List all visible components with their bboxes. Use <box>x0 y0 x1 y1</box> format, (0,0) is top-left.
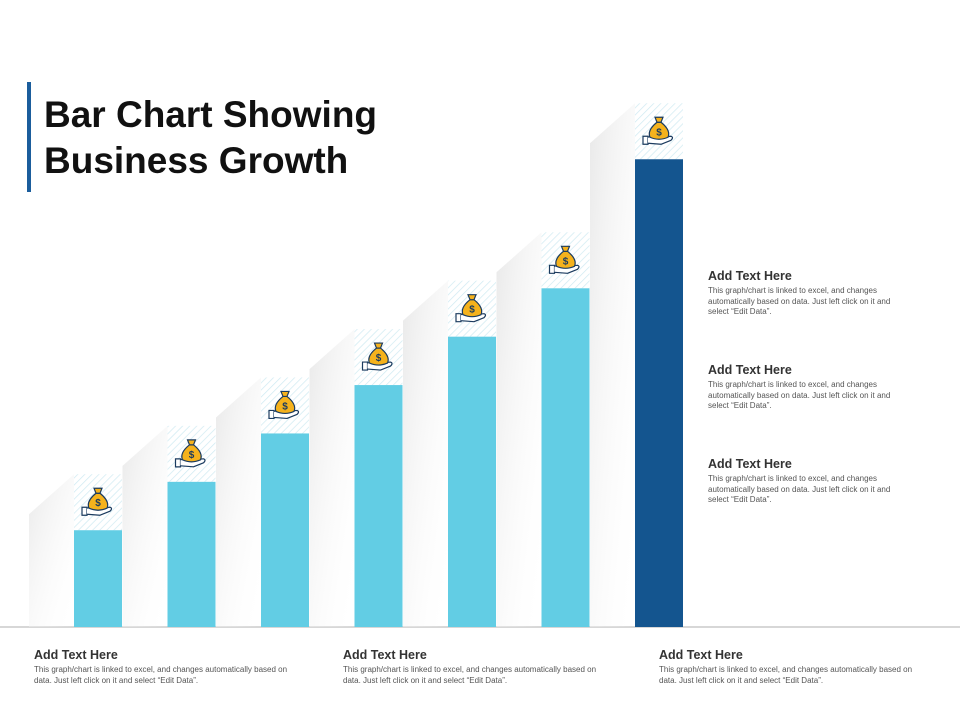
bar-shadow <box>403 280 448 627</box>
title-line-2: Business Growth <box>44 140 349 181</box>
side-note-heading: Add Text Here <box>708 457 792 471</box>
page-title: Bar Chart Showing Business Growth <box>44 92 377 184</box>
bottom-note-body: This graph/chart is linked to excel, and… <box>343 665 597 685</box>
money-bag-in-hand-icon: $ <box>81 487 113 516</box>
side-note-3: Add Text Here This graph/chart is linked… <box>708 457 893 506</box>
bar <box>635 159 683 628</box>
bottom-note-body: This graph/chart is linked to excel, and… <box>34 665 288 685</box>
bar <box>354 385 403 627</box>
side-note-heading: Add Text Here <box>708 269 792 283</box>
svg-text:$: $ <box>282 401 288 412</box>
side-note-body: This graph/chart is linked to excel, and… <box>708 380 891 410</box>
money-bag-in-hand-icon: $ <box>174 439 206 468</box>
bar-group: $ <box>122 425 216 627</box>
svg-text:$: $ <box>656 127 662 138</box>
bar-group: $ <box>216 377 309 627</box>
side-note-2: Add Text Here This graph/chart is linked… <box>708 363 893 412</box>
bar <box>448 336 496 627</box>
bar-shadow <box>122 425 168 627</box>
money-bag-in-hand-icon: $ <box>455 294 487 323</box>
svg-text:$: $ <box>563 256 569 267</box>
money-bag-in-hand-icon: $ <box>548 245 580 274</box>
title-accent-bar <box>27 82 31 192</box>
bar-group: $ <box>590 103 683 628</box>
bar-group: $ <box>309 329 403 627</box>
bar-shadow <box>309 329 355 627</box>
bar-group: $ <box>403 280 496 627</box>
bottom-note-2: Add Text Here This graph/chart is linked… <box>343 648 608 686</box>
bar-shadow <box>216 377 261 627</box>
svg-text:$: $ <box>189 450 195 461</box>
bottom-note-heading: Add Text Here <box>34 648 118 662</box>
side-note-1: Add Text Here This graph/chart is linked… <box>708 269 893 318</box>
svg-text:$: $ <box>469 305 475 316</box>
bar <box>541 288 590 627</box>
side-note-heading: Add Text Here <box>708 363 792 377</box>
bar-group: $ <box>29 474 122 627</box>
side-note-body: This graph/chart is linked to excel, and… <box>708 474 891 504</box>
bottom-note-heading: Add Text Here <box>343 648 427 662</box>
bottom-note-heading: Add Text Here <box>659 648 743 662</box>
money-bag-in-hand-icon: $ <box>642 116 674 145</box>
bar <box>74 530 122 627</box>
bar-shadow <box>590 103 635 628</box>
money-bag-in-hand-icon: $ <box>361 342 393 371</box>
svg-text:$: $ <box>376 353 382 364</box>
svg-text:$: $ <box>95 498 101 509</box>
side-note-body: This graph/chart is linked to excel, and… <box>708 286 891 316</box>
bottom-note-3: Add Text Here This graph/chart is linked… <box>659 648 924 686</box>
bar <box>167 481 216 627</box>
bar-shadow <box>496 232 542 627</box>
bar-group: $ <box>496 232 590 627</box>
bottom-note-1: Add Text Here This graph/chart is linked… <box>34 648 299 686</box>
title-line-1: Bar Chart Showing <box>44 94 378 135</box>
bar-shadow <box>29 474 74 627</box>
bottom-note-body: This graph/chart is linked to excel, and… <box>659 665 913 685</box>
bar <box>261 433 309 627</box>
money-bag-in-hand-icon: $ <box>268 390 300 420</box>
